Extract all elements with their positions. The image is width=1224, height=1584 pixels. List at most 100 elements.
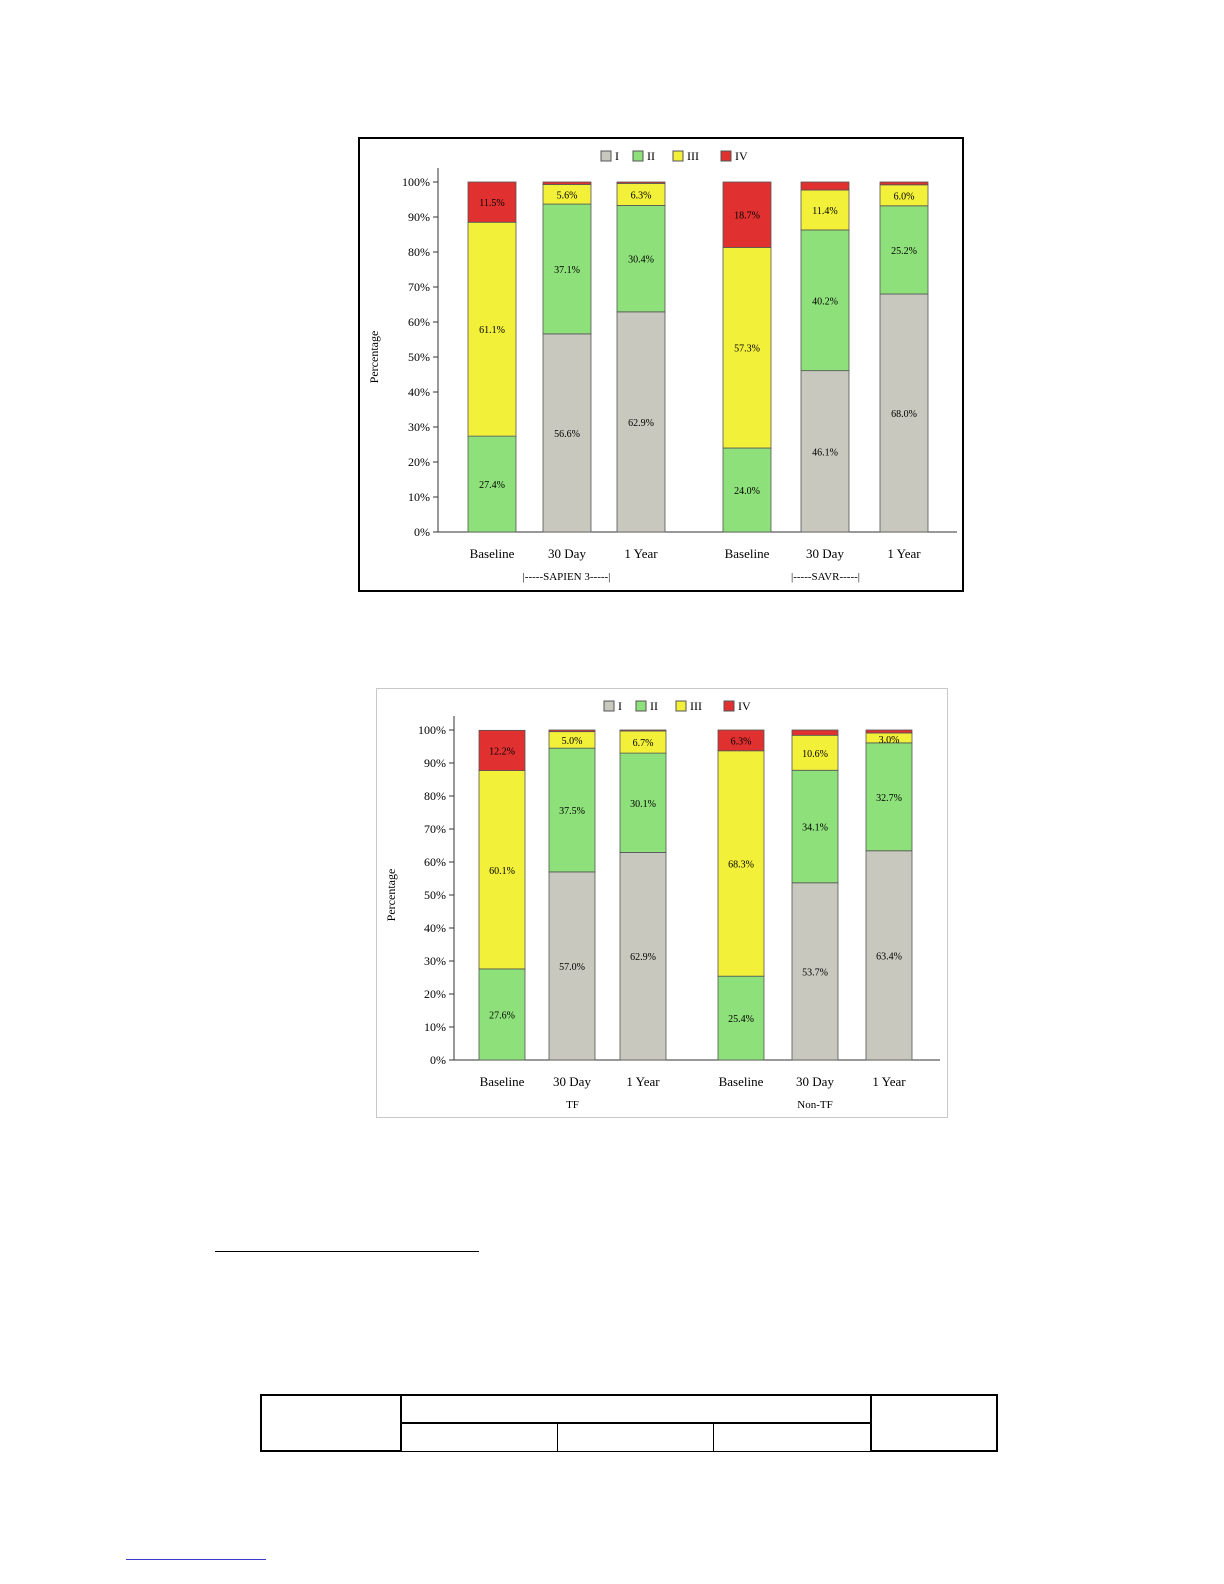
x-tick-label: 1 Year: [887, 546, 921, 561]
bar-segment-i: [865, 850, 913, 1061]
y-tick-label: 40%: [424, 921, 446, 935]
y-tick-label: 100%: [418, 723, 446, 737]
data-label: 61.1%: [479, 325, 505, 336]
legend-swatch-iii: [675, 700, 687, 712]
chart-2-svg: I II III IV0%10%20%30%40%50%60%70%80%90%100…: [384, 699, 940, 1111]
bar-segment-i: [616, 311, 666, 533]
legend-swatch-iii: [672, 150, 684, 162]
x-tick-label: Baseline: [725, 546, 770, 561]
bar-segment-iv: [478, 729, 526, 771]
bar-segment-ii: [717, 975, 765, 1061]
bar-segment-iv: [791, 729, 839, 736]
y-tick-label: 50%: [408, 350, 430, 364]
bar-segment-i: [548, 871, 596, 1061]
data-label: 27.6%: [489, 1010, 515, 1021]
data-label: 27.4%: [479, 480, 505, 491]
legend-swatch-iv: [720, 150, 732, 162]
x-tick-label: Baseline: [719, 1074, 764, 1089]
bar-segment-ii: [467, 435, 517, 533]
x-tick-label: Baseline: [480, 1074, 525, 1089]
group-label: TF: [566, 1099, 579, 1111]
bar-segment-iii: [717, 750, 765, 977]
data-label: 10.6%: [802, 749, 828, 760]
table-cell: [870, 1394, 999, 1452]
table-cell: [399, 1394, 873, 1424]
bar-segment-i: [542, 333, 592, 533]
x-tick-label: 30 Day: [553, 1074, 591, 1089]
data-label: 5.0%: [562, 736, 583, 747]
bar-segment-iii: [791, 734, 839, 771]
data-label: 25.4%: [728, 1014, 754, 1025]
x-tick-label: 30 Day: [806, 546, 844, 561]
data-label: 25.2%: [891, 246, 917, 257]
y-tick-label: 30%: [408, 420, 430, 434]
bar-segment-iv: [865, 729, 913, 734]
bar-segment-iii: [722, 247, 772, 449]
legend-label-iii: III: [690, 699, 702, 713]
empty-table: [260, 1394, 999, 1452]
data-label: 6.7%: [633, 738, 654, 749]
y-tick-label: 20%: [408, 455, 430, 469]
bar-segment-i: [800, 370, 850, 533]
x-tick-label: Baseline: [470, 546, 515, 561]
bar-segment-iv: [616, 181, 666, 184]
bar-segment-ii: [542, 203, 592, 335]
x-tick-label: 1 Year: [626, 1074, 660, 1089]
y-tick-label: 30%: [424, 954, 446, 968]
bar-segment-ii: [791, 769, 839, 884]
bar-segment-iv: [548, 729, 596, 733]
x-tick-label: 30 Day: [796, 1074, 834, 1089]
x-tick-label: 1 Year: [624, 546, 658, 561]
data-label: 37.5%: [559, 806, 585, 817]
bar-segment-iv: [542, 181, 592, 185]
data-label: 57.3%: [734, 344, 760, 355]
bar-segment-iv: [879, 181, 929, 186]
legend-swatch-ii: [632, 150, 644, 162]
data-label: 34.1%: [802, 823, 828, 834]
data-label: 32.7%: [876, 793, 902, 804]
table-cell: [556, 1422, 714, 1452]
legend-swatch-ii: [635, 700, 647, 712]
group-label: Non-TF: [797, 1099, 832, 1111]
data-label: 11.4%: [812, 206, 837, 217]
data-label: 5.6%: [557, 190, 578, 201]
legend-label-ii: II: [647, 149, 655, 163]
y-tick-label: 80%: [424, 789, 446, 803]
table-cell: [400, 1422, 558, 1452]
group-label: |-----SAVR-----|: [791, 571, 860, 583]
data-label: 40.2%: [812, 296, 838, 307]
bar-segment-iv: [722, 181, 772, 248]
bar-segment-ii: [722, 447, 772, 533]
y-tick-label: 90%: [408, 210, 430, 224]
y-tick-label: 50%: [424, 888, 446, 902]
data-label: 60.1%: [489, 866, 515, 877]
chart-1-svg: I II III IV0%10%20%30%40%50%60%70%80%90%100…: [367, 149, 957, 583]
y-tick-label: 70%: [424, 822, 446, 836]
bar-segment-ii: [800, 229, 850, 372]
y-tick-label: 60%: [408, 315, 430, 329]
data-label: 46.1%: [812, 447, 838, 458]
y-tick-label: 0%: [414, 525, 430, 539]
y-axis-label: Percentage: [384, 869, 398, 922]
data-label: 30.4%: [628, 255, 654, 266]
y-tick-label: 90%: [424, 756, 446, 770]
data-label: 68.0%: [891, 409, 917, 420]
y-tick-label: 0%: [430, 1053, 446, 1067]
y-tick-label: 60%: [424, 855, 446, 869]
y-tick-label: 80%: [408, 245, 430, 259]
legend-swatch-iv: [723, 700, 735, 712]
chart-sapien-vs-savr: I II III IV 0% 10% 20% 30% 40% 50% 60% 70% 80% 90% 100…: [358, 137, 964, 592]
data-label: 11.5%: [479, 198, 504, 209]
data-label: 24.0%: [734, 486, 760, 497]
data-label: 30.1%: [630, 799, 656, 810]
legend-label-iii: III: [687, 149, 699, 163]
data-label: 57.0%: [559, 962, 585, 973]
footnote-divider: [215, 1251, 479, 1252]
bar-segment-ii: [548, 747, 596, 873]
bar-segment-iv: [619, 729, 667, 732]
data-label: 63.4%: [876, 951, 902, 962]
link-underline: [126, 1559, 266, 1560]
data-label: 18.7%: [734, 211, 760, 222]
data-label: 37.1%: [554, 265, 580, 276]
bar-segment-ii: [619, 752, 667, 853]
